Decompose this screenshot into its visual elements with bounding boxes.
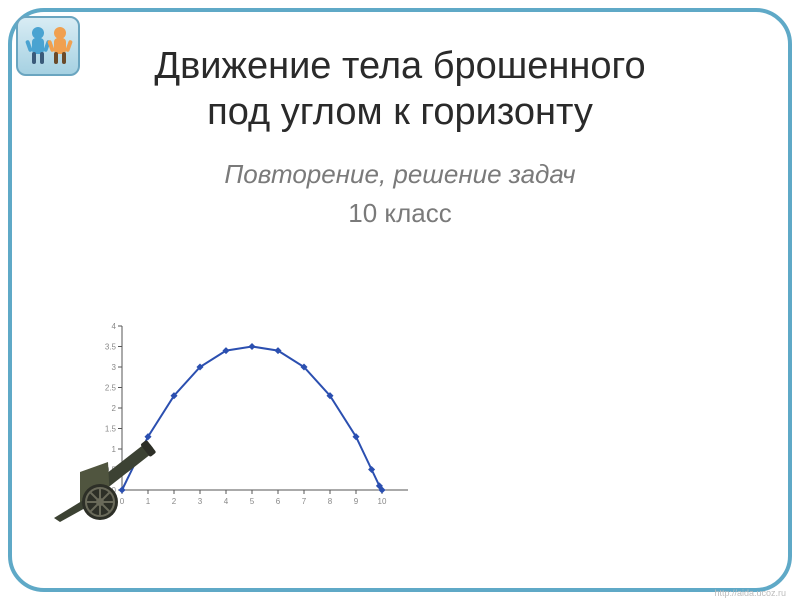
svg-text:8: 8	[328, 497, 333, 506]
title-line2: под углом к горизонту	[207, 91, 593, 133]
svg-text:2.5: 2.5	[105, 384, 117, 393]
svg-text:10: 10	[378, 497, 387, 506]
svg-text:5: 5	[250, 497, 255, 506]
content-area: Движение тела брошенного под углом к гор…	[0, 44, 800, 231]
grade-label: 10 класс	[40, 196, 760, 231]
svg-text:7: 7	[302, 497, 307, 506]
children-icon	[22, 22, 74, 70]
svg-text:3: 3	[198, 497, 203, 506]
slide-subtitle: Повторение, решение задач	[40, 157, 760, 192]
svg-text:9: 9	[354, 497, 359, 506]
svg-text:3.5: 3.5	[105, 343, 117, 352]
svg-text:4: 4	[112, 322, 117, 331]
svg-text:2: 2	[112, 404, 117, 413]
title-line1: Движение тела брошенного	[154, 45, 645, 87]
svg-text:2: 2	[172, 497, 177, 506]
slide-title: Движение тела брошенного под углом к гор…	[40, 44, 760, 135]
footer-url: http://aida.ucoz.ru	[714, 588, 786, 598]
corner-badge	[16, 16, 80, 76]
svg-text:3: 3	[112, 363, 117, 372]
svg-text:6: 6	[276, 497, 281, 506]
cannon-image	[50, 432, 160, 522]
svg-text:4: 4	[224, 497, 229, 506]
